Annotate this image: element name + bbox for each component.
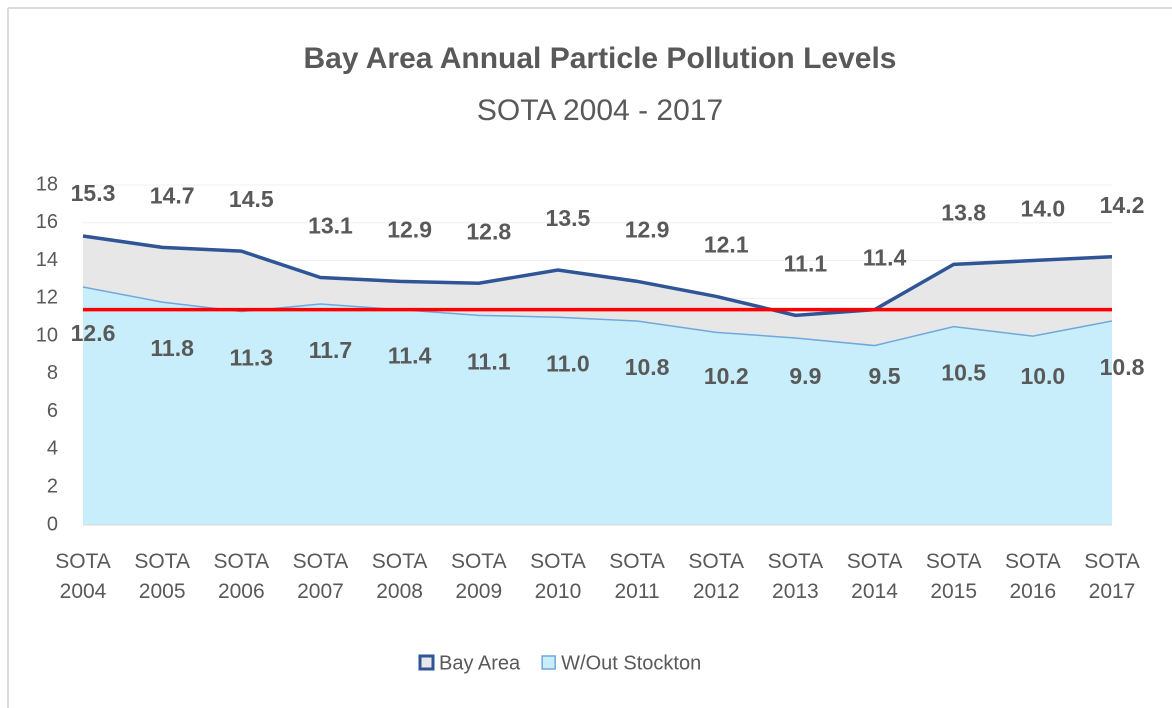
- x-tick-label: SOTA 2005: [134, 550, 190, 603]
- data-label: 14.5: [229, 186, 274, 212]
- data-label: 14.7: [150, 182, 195, 208]
- data-label: 12.1: [704, 232, 749, 258]
- data-label: 11.4: [388, 343, 432, 369]
- x-tick-label: SOTA 2011: [609, 550, 665, 603]
- x-tick-label: SOTA 2017: [1084, 550, 1140, 603]
- data-label: 10.8: [1100, 354, 1145, 380]
- chart-title: Bay Area Annual Particle Pollution Level…: [304, 42, 897, 75]
- x-tick-label: SOTA 2004: [55, 550, 111, 603]
- y-tick-label: 10: [36, 324, 58, 346]
- x-tick-label: SOTA 2013: [767, 550, 824, 603]
- y-tick-label: 18: [36, 173, 58, 195]
- data-label: 10.8: [625, 354, 670, 380]
- y-tick-label: 6: [47, 400, 58, 422]
- y-tick-label: 4: [47, 438, 58, 460]
- x-tick-label: SOTA 2007: [292, 550, 349, 603]
- line: [82, 234, 1113, 318]
- data-label: 15.3: [71, 180, 116, 206]
- y-tick-label: 12: [36, 287, 58, 309]
- data-label: 11.1: [467, 348, 511, 374]
- data-label: 11.8: [150, 335, 194, 361]
- y-tick-label: 16: [36, 211, 58, 233]
- x-tick-label: SOTA 2008: [371, 550, 428, 603]
- data-label: 11.0: [546, 350, 590, 376]
- x-tick-label: SOTA 2009: [450, 550, 507, 603]
- data-label: 12.9: [387, 216, 432, 242]
- data-label: 11.7: [309, 337, 353, 363]
- x-tick-label: SOTA 2010: [530, 550, 586, 603]
- x-tick-label: SOTA 2012: [688, 550, 745, 603]
- data-label: 13.1: [308, 213, 353, 239]
- legend-label: W/Out Stockton: [561, 652, 701, 674]
- data-label: 9.9: [789, 363, 821, 389]
- x-tick-label: SOTA 2006: [213, 550, 270, 603]
- data-label: 11.3: [230, 345, 274, 371]
- data-label: 12.6: [71, 320, 116, 346]
- data-label: 11.1: [784, 250, 828, 276]
- y-tick-label: 14: [36, 249, 58, 271]
- x-tick-label: SOTA 2015: [925, 550, 982, 603]
- data-label: 10.0: [1020, 363, 1065, 389]
- legend-swatch: [418, 654, 435, 671]
- legend-label: Bay Area: [439, 652, 521, 674]
- x-tick-label: SOTA 2014: [846, 550, 903, 603]
- data-label: 12.9: [625, 216, 670, 242]
- area: [83, 287, 1112, 525]
- data-label: 11.4: [863, 245, 907, 271]
- y-tick-label: 2: [47, 476, 58, 498]
- chart-subtitle: SOTA 2004 - 2017: [477, 94, 723, 127]
- y-tick-label: 0: [47, 513, 58, 535]
- data-label: 9.5: [869, 363, 901, 389]
- data-label: 14.0: [1020, 196, 1065, 222]
- legend-swatch: [541, 655, 556, 670]
- data-label: 13.8: [941, 199, 986, 225]
- data-label: 14.2: [1100, 192, 1145, 218]
- x-tick-label: SOTA 2016: [1005, 550, 1061, 603]
- y-tick-label: 8: [47, 362, 58, 384]
- data-label: 10.5: [941, 360, 986, 386]
- data-label: 13.5: [546, 205, 591, 231]
- data-label: 12.8: [466, 218, 511, 244]
- data-label: 10.2: [704, 363, 749, 389]
